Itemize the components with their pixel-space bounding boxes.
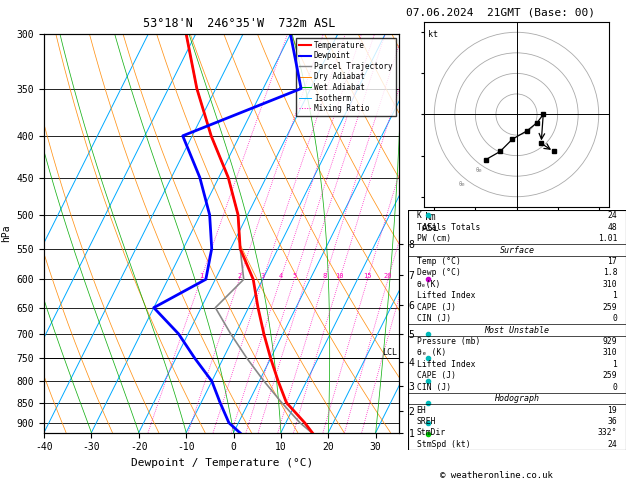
Text: Dewp (°C): Dewp (°C) xyxy=(417,268,460,278)
Text: Pressure (mb): Pressure (mb) xyxy=(417,337,480,346)
Text: LCL: LCL xyxy=(382,348,397,357)
Text: Most Unstable: Most Unstable xyxy=(484,326,550,334)
Text: 1: 1 xyxy=(613,360,617,369)
Text: EH: EH xyxy=(417,405,426,415)
Text: 53°18'N  246°35'W  732m ASL: 53°18'N 246°35'W 732m ASL xyxy=(143,17,335,30)
Text: Totals Totals: Totals Totals xyxy=(417,223,480,232)
Text: 8: 8 xyxy=(323,273,327,279)
Text: 24: 24 xyxy=(608,440,617,449)
Legend: Temperature, Dewpoint, Parcel Trajectory, Dry Adiabat, Wet Adiabat, Isotherm, Mi: Temperature, Dewpoint, Parcel Trajectory… xyxy=(296,38,396,116)
Text: StmDir: StmDir xyxy=(417,428,446,437)
X-axis label: Dewpoint / Temperature (°C): Dewpoint / Temperature (°C) xyxy=(131,458,313,468)
Text: K: K xyxy=(417,211,421,220)
Text: 07.06.2024  21GMT (Base: 00): 07.06.2024 21GMT (Base: 00) xyxy=(406,7,594,17)
Text: 259: 259 xyxy=(603,371,617,380)
Text: 310: 310 xyxy=(603,280,617,289)
Text: Lifted Index: Lifted Index xyxy=(417,291,476,300)
Text: 0: 0 xyxy=(613,382,617,392)
Text: 48: 48 xyxy=(608,223,617,232)
Text: 1.8: 1.8 xyxy=(603,268,617,278)
Y-axis label: km
ASL: km ASL xyxy=(422,212,440,233)
Text: 332°: 332° xyxy=(598,428,617,437)
Text: kt: kt xyxy=(428,30,438,39)
Text: 1: 1 xyxy=(199,273,203,279)
Text: 17: 17 xyxy=(608,257,617,266)
Text: Lifted Index: Lifted Index xyxy=(417,360,476,369)
Text: PW (cm): PW (cm) xyxy=(417,234,451,243)
Text: 10: 10 xyxy=(335,273,344,279)
Text: 310: 310 xyxy=(603,348,617,357)
Text: 24: 24 xyxy=(608,211,617,220)
Text: © weatheronline.co.uk: © weatheronline.co.uk xyxy=(440,471,554,480)
Text: StmSpd (kt): StmSpd (kt) xyxy=(417,440,470,449)
Text: 259: 259 xyxy=(603,303,617,312)
Text: θₑ(K): θₑ(K) xyxy=(417,280,441,289)
Text: Temp (°C): Temp (°C) xyxy=(417,257,460,266)
Text: 20: 20 xyxy=(384,273,392,279)
Text: θe: θe xyxy=(476,168,482,173)
Y-axis label: hPa: hPa xyxy=(1,225,11,242)
Text: θe: θe xyxy=(459,182,465,188)
Text: θₑ (K): θₑ (K) xyxy=(417,348,446,357)
Text: 5: 5 xyxy=(292,273,296,279)
Text: 929: 929 xyxy=(603,337,617,346)
Text: Hodograph: Hodograph xyxy=(494,394,540,403)
Text: 15: 15 xyxy=(364,273,372,279)
Text: Surface: Surface xyxy=(499,245,535,255)
Text: 1.01: 1.01 xyxy=(598,234,617,243)
Text: CAPE (J): CAPE (J) xyxy=(417,371,456,380)
Text: SREH: SREH xyxy=(417,417,437,426)
Text: 2: 2 xyxy=(237,273,242,279)
Text: CIN (J): CIN (J) xyxy=(417,382,451,392)
Text: CAPE (J): CAPE (J) xyxy=(417,303,456,312)
Text: 1: 1 xyxy=(613,291,617,300)
Text: CIN (J): CIN (J) xyxy=(417,314,451,323)
Text: 4: 4 xyxy=(278,273,282,279)
Text: 0: 0 xyxy=(613,314,617,323)
Text: 36: 36 xyxy=(608,417,617,426)
Text: 3: 3 xyxy=(261,273,265,279)
Text: 19: 19 xyxy=(608,405,617,415)
